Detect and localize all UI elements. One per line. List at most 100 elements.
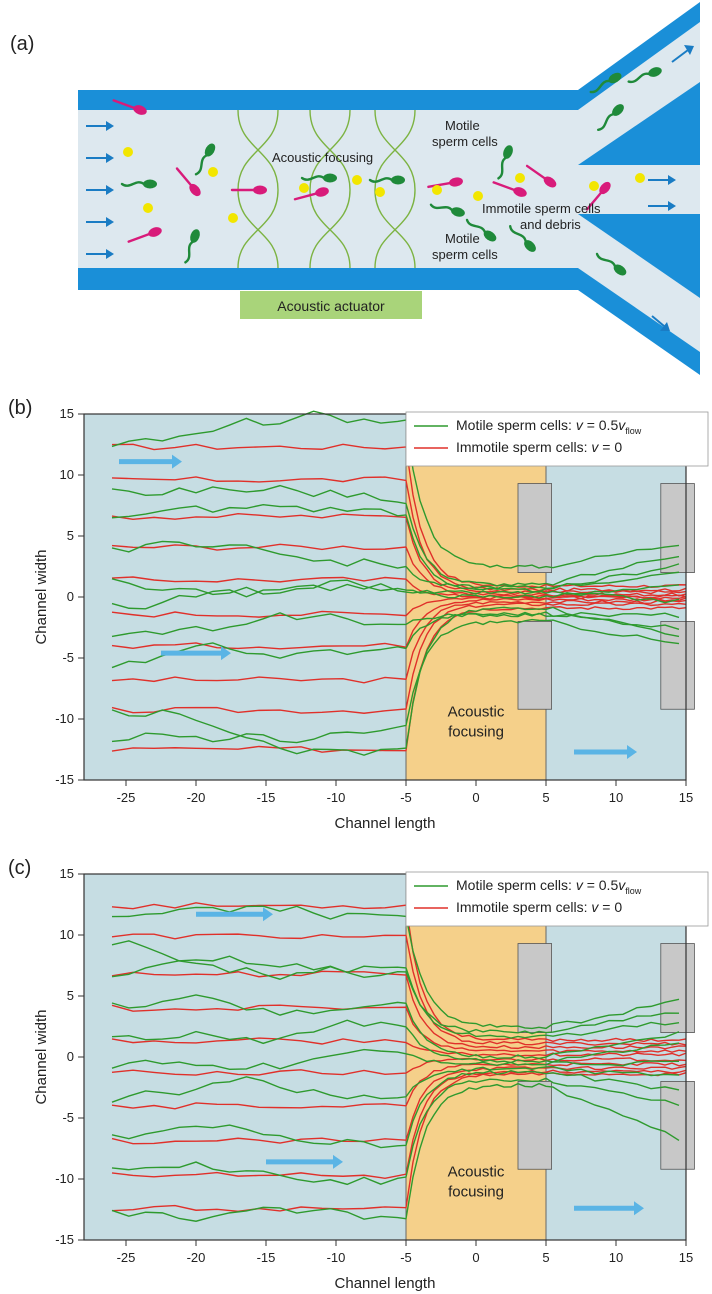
trajectory-chart-c: (c) -25 -20 -15 -10 -5 0 5 10 15 15 10 5 0 -5 -10 -15 Cha… (8, 857, 709, 1292)
y-tick-label: -10 (55, 711, 74, 726)
motile-sperm-cell (595, 252, 627, 276)
outlet-arrows (648, 45, 694, 331)
focus-label-1: Acoustic (448, 704, 505, 721)
y-tick-label: 5 (67, 988, 74, 1003)
x-tick-label: -20 (187, 1250, 206, 1265)
label-motile-top-1: Motile (445, 118, 480, 133)
label-acoustic-focusing: Acoustic focusing (272, 150, 373, 165)
debris-particle (635, 173, 645, 183)
motile-sperm-cell (429, 203, 465, 217)
immotile-sperm-cell (293, 187, 329, 201)
motile-trajectory (111, 578, 680, 599)
debris-particle (515, 173, 525, 183)
immotile-sperm-cell (127, 227, 162, 243)
outlet-block (517, 620, 552, 710)
motile-trajectory (111, 940, 680, 1035)
x-tick-label: -5 (400, 790, 412, 805)
outlet-block (660, 483, 695, 573)
legend-immotile-label: Immotile sperm cells: v = 0 (456, 439, 622, 455)
motile-sperm-cell (597, 104, 624, 131)
x-tick-label: 15 (679, 1250, 693, 1265)
x-axis-title: Channel length (335, 815, 436, 832)
motile-sperm-cell (627, 67, 662, 84)
immotile-trajectory (111, 602, 687, 714)
focus-label-2: focusing (448, 1184, 504, 1201)
motile-trajectory (111, 618, 680, 744)
motile-trajectory (111, 1069, 680, 1149)
immotile-trajectory (111, 606, 687, 753)
y-tick-label: -15 (55, 772, 74, 787)
immotile-trajectory (111, 597, 687, 650)
debris-particle (473, 191, 483, 201)
outlet-block (660, 943, 695, 1033)
plot-background (84, 874, 686, 1240)
motile-trajectory (111, 1048, 680, 1071)
x-tick-label: 15 (679, 790, 693, 805)
y-tick-label: -5 (62, 650, 74, 665)
immotile-trajectory (111, 970, 687, 1050)
panel-label-a: (a) (10, 33, 34, 55)
immotile-trajectory (111, 1065, 687, 1145)
outlet-block (517, 483, 552, 573)
motile-trajectory (111, 1019, 680, 1064)
debris-particle (299, 183, 309, 193)
motile-trajectory (111, 410, 680, 569)
debris-particle (375, 187, 385, 197)
motile-trajectory (111, 611, 680, 669)
x-tick-label: -25 (117, 1250, 136, 1265)
inlet-arrows (86, 121, 114, 259)
x-tick-label: -15 (257, 1250, 276, 1265)
debris-particle (123, 147, 133, 157)
focus-label-2: focusing (448, 724, 504, 741)
x-tick-label: -25 (117, 790, 136, 805)
x-tick-label: 0 (472, 790, 479, 805)
y-axis-title: Channel width (33, 549, 50, 644)
motile-trajectory (111, 955, 680, 1039)
immotile-trajectory (111, 902, 687, 1043)
debris-particle (228, 213, 238, 223)
motile-trajectory (111, 1082, 680, 1222)
motile-trajectory (111, 905, 680, 1030)
outlet-block (660, 1080, 695, 1170)
channel-fluid (78, 22, 700, 375)
label-motile-bottom-1: Motile (445, 231, 480, 246)
cells-layer (112, 67, 662, 276)
label-motile-top-2: sperm cells (432, 134, 498, 149)
motile-sperm-cell (465, 218, 497, 242)
debris-particle (208, 167, 218, 177)
motile-sperm-cell (120, 179, 157, 189)
immotile-trajectory (111, 933, 687, 1046)
legend: Motile sperm cells: v = 0.5vflow Immotile… (405, 411, 709, 467)
immotile-sperm-cell (175, 167, 201, 197)
y-tick-label: -10 (55, 1171, 74, 1186)
immotile-sperm-cell (230, 185, 267, 195)
x-tick-label: 0 (472, 1250, 479, 1265)
channel-schematic: (a) Acoustic focusing Motile sperm cells… (10, 2, 700, 375)
immotile-trajectory (111, 599, 687, 684)
debris-particle (589, 181, 599, 191)
immotile-trajectory (111, 1037, 687, 1057)
legend-motile-label: Motile sperm cells: v = 0.5vflow (456, 877, 642, 896)
debris-particle (432, 185, 442, 195)
actuator-label: Acoustic actuator (277, 298, 385, 314)
y-tick-label: 0 (67, 589, 74, 604)
immotile-sperm-cell (585, 181, 611, 211)
x-axis-title: Channel length (335, 1275, 436, 1292)
label-motile-bottom-2: sperm cells (432, 247, 498, 262)
panel-label: (b) (8, 397, 32, 419)
y-axis-title: Channel width (33, 1009, 50, 1104)
y-tick-label: 15 (60, 406, 74, 421)
legend-immotile-label: Immotile sperm cells: v = 0 (456, 899, 622, 915)
motile-sperm-cell (589, 72, 622, 94)
y-tick-label: 10 (60, 927, 74, 942)
label-immotile-2: and debris (520, 217, 581, 232)
outlet-block (517, 1080, 552, 1170)
y-tick-label: -5 (62, 1110, 74, 1125)
motile-trajectory (111, 1077, 680, 1186)
motile-trajectory (111, 540, 680, 590)
immotile-trajectory (111, 543, 687, 597)
motile-sperm-cell (497, 145, 513, 180)
x-tick-label: -10 (327, 790, 346, 805)
x-tick-label: 5 (542, 1250, 549, 1265)
motile-sperm-cell (509, 225, 536, 252)
